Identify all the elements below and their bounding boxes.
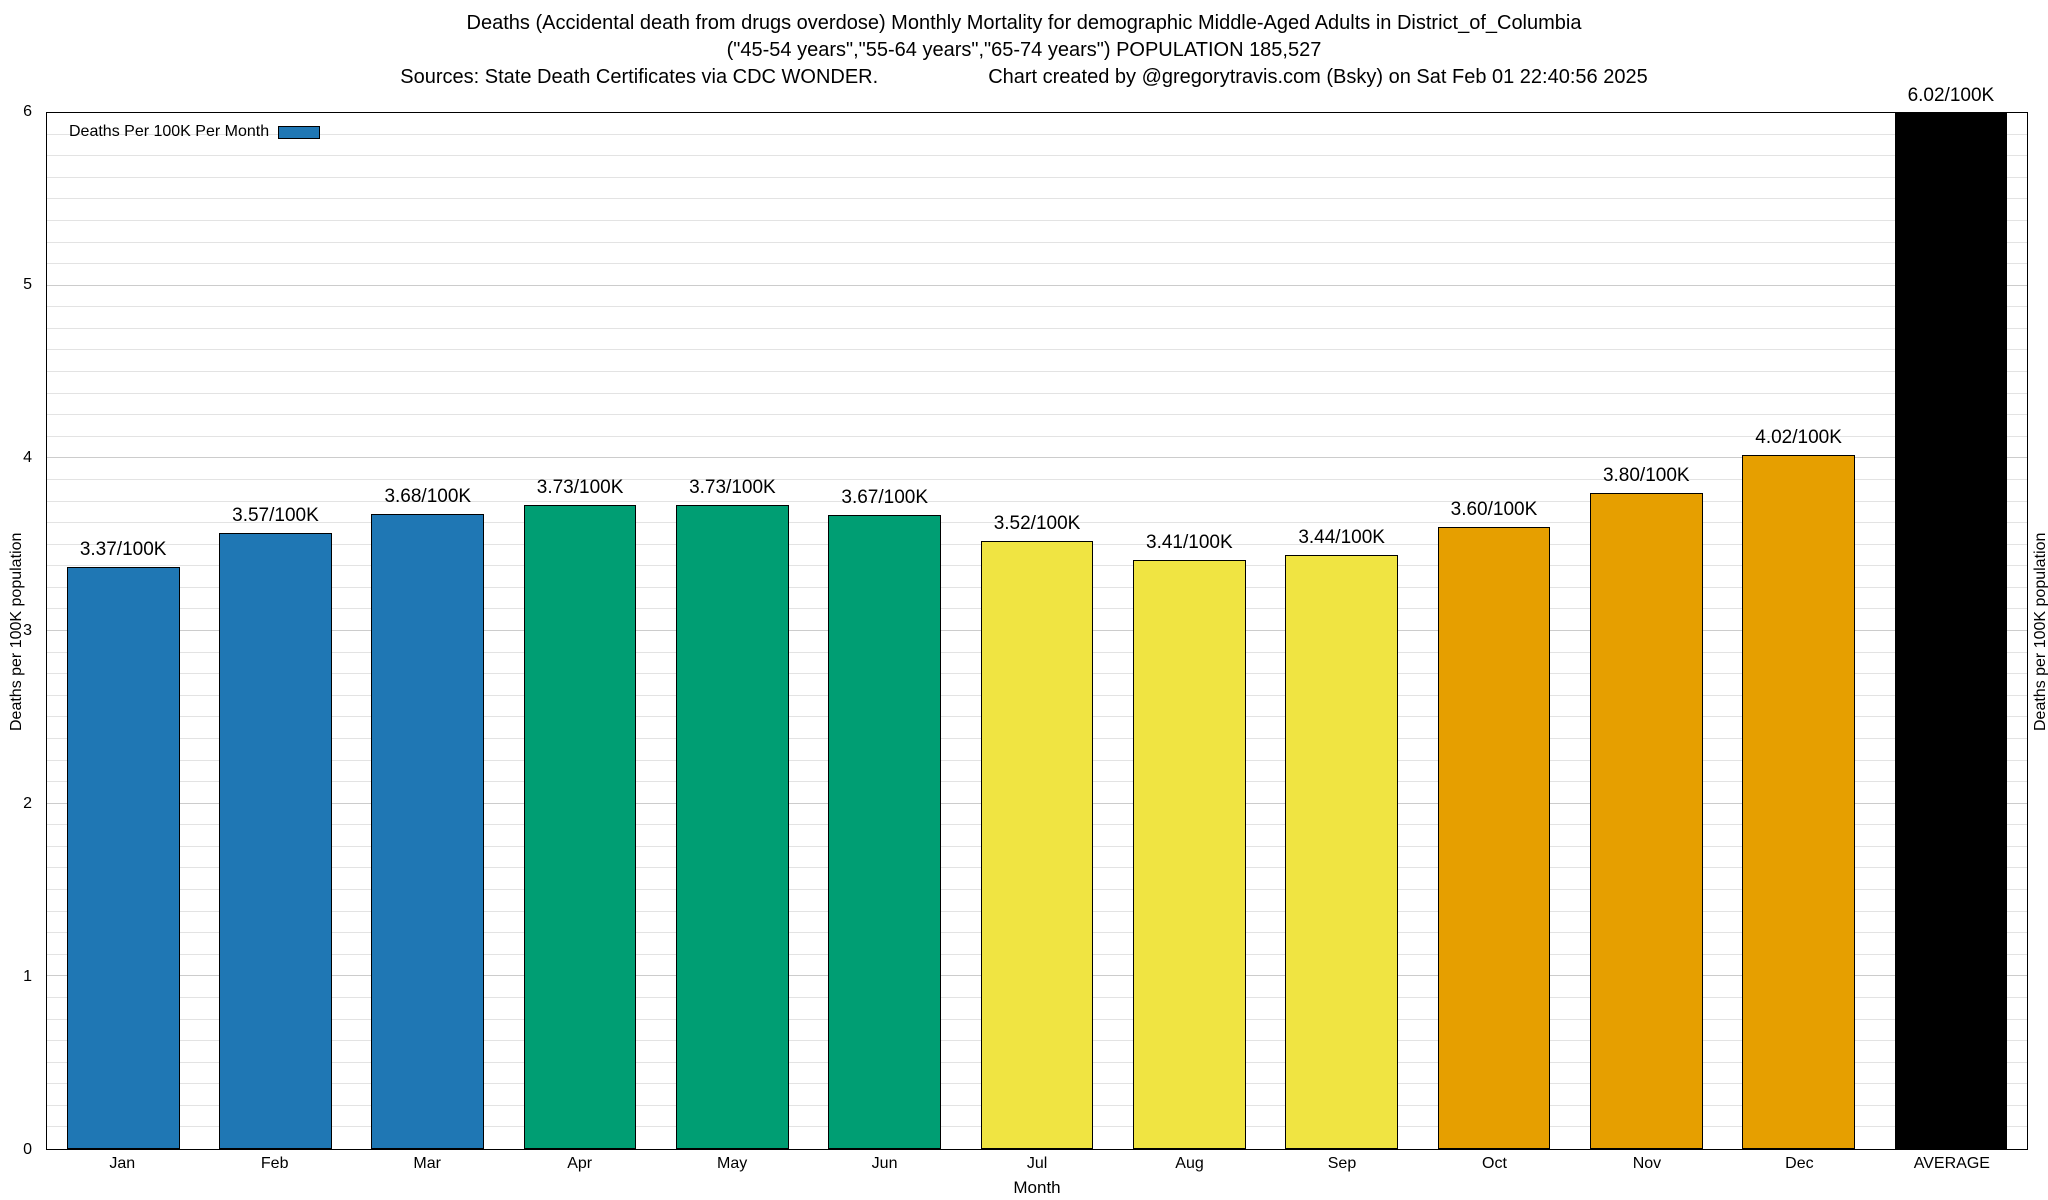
bar-slot: 3.80/100K [1570,113,1722,1149]
bar-slot: 3.60/100K [1418,113,1570,1149]
gridline [47,435,2027,437]
bar-jun [828,515,942,1149]
plot-area: 3.37/100K 3.57/100K 3.68/100K 3.73/100K 3.73… [46,85,2028,1150]
x-tick-label: Jul [1026,1155,1048,1172]
bar-slot: 3.67/100K [809,113,961,1149]
bar-nov [1589,492,1703,1149]
bar-value-label: 3.68/100K [384,485,472,507]
x-tick-label: Feb [260,1155,289,1172]
bar-value-label: 3.57/100K [232,504,319,526]
gridline [47,327,2027,329]
gridline [47,371,2027,372]
bar-average [1894,113,2008,1149]
x-tick-label: Oct [1482,1155,1507,1172]
gridline [47,155,2027,157]
legend-label: Deaths Per 100K Per Month [69,123,270,140]
gridline [47,349,2027,351]
x-tick-label: Dec [1785,1155,1814,1172]
bar-aug [1132,560,1246,1149]
legend: Deaths Per 100K Per Month [69,123,321,141]
title-line1: Deaths (Accidental death from drugs over… [466,12,1582,34]
bar-value-label: 3.80/100K [1602,464,1690,486]
x-tick-label: Aug [1175,1155,1204,1172]
gridline [47,392,2027,394]
gridline [47,306,2027,308]
bar-slot: 3.73/100K [656,113,808,1149]
bar-slot: 3.57/100K [199,113,351,1149]
bar-value-label: 3.60/100K [1450,499,1538,521]
legend-swatch [278,125,321,139]
bar-value-label: 3.41/100K [1146,532,1233,554]
gridline [47,522,2027,524]
y-tick-label: 2 [23,795,32,812]
x-tick-label: Nov [1632,1155,1662,1172]
bar-dec [1742,454,1855,1149]
bar-slot: 3.68/100K [352,113,504,1149]
bar-feb [219,532,332,1149]
bar-oct [1437,527,1551,1149]
x-tick-label: Apr [567,1155,593,1172]
bar-value-label: 4.02/100K [1755,426,1842,448]
bar-value-label: 3.52/100K [993,513,1081,535]
bar-slot: 3.41/100K [1113,113,1265,1149]
bar-may [676,504,789,1149]
y-tick-label: 4 [23,449,32,466]
bar-sep [1285,555,1398,1149]
bar-value-label: 6.02/100K [1907,85,1995,106]
bar-value-label: 3.67/100K [841,487,929,509]
y-axis: 0 1 2 3 4 5 6 [0,103,40,1158]
gridline [47,478,2027,480]
bar-slot: 3.73/100K [504,113,656,1149]
gridline [47,457,2027,459]
bar-value-label: 3.44/100K [1298,527,1385,549]
bar-jul [980,541,1094,1149]
bar-apr [523,504,637,1149]
sources-text: Sources: State Death Certificates via CD… [400,66,879,88]
bar-value-label: 3.73/100K [689,476,776,498]
bar-mar [371,513,485,1149]
bar-jan [66,567,180,1149]
bar-slot: 3.37/100K [47,113,199,1149]
title-line2: ("45-54 years","55-64 years","65-74 year… [726,39,1322,61]
title-line3: Sources: State Death Certificates via CD… [400,64,1647,91]
gridline [47,263,2027,265]
credit-text: Chart created by @gregorytravis.com (Bsk… [988,66,1648,88]
chart-title: Deaths (Accidental death from drugs over… [0,10,2048,91]
bar-value-label: 3.73/100K [536,476,624,498]
y-tick-label: 5 [23,276,32,293]
gridline [47,198,2027,200]
x-tick-label: AVERAGE [1913,1155,1990,1172]
y-tick-label: 1 [23,968,32,985]
y-tick-label: 3 [23,622,32,639]
gridline [47,500,2027,502]
gridline [47,414,2027,416]
x-tick-label: Mar [413,1155,441,1172]
x-tick-label: Jun [871,1155,898,1172]
x-axis: Jan Feb Mar Apr May Jun Jul Aug Sep Oct Nov Dec AVER… [46,1155,2028,1173]
bar-slot: 3.52/100K [961,113,1113,1149]
y-tick-label: 6 [23,103,32,120]
y-axis-label-right: Deaths per 100K population [2032,532,2048,731]
bar-slot: 6.02/100K [1875,85,2027,1149]
gridline [47,219,2027,221]
bars: 3.37/100K 3.57/100K 3.68/100K 3.73/100K 3.73… [47,85,2027,1149]
bar-value-label: 3.37/100K [79,539,167,561]
bar-slot: 4.02/100K [1722,113,1874,1149]
x-axis-label: Month [1013,1178,1061,1197]
x-tick-label: Sep [1327,1155,1357,1172]
gridline [47,176,2027,178]
bar-slot: 3.44/100K [1266,113,1418,1149]
y-tick-label: 0 [23,1141,32,1158]
gridline [47,284,2027,286]
x-tick-label: Jan [109,1155,136,1172]
gridline [47,241,2027,243]
x-tick-label: May [716,1155,748,1172]
gridline [47,133,2027,135]
